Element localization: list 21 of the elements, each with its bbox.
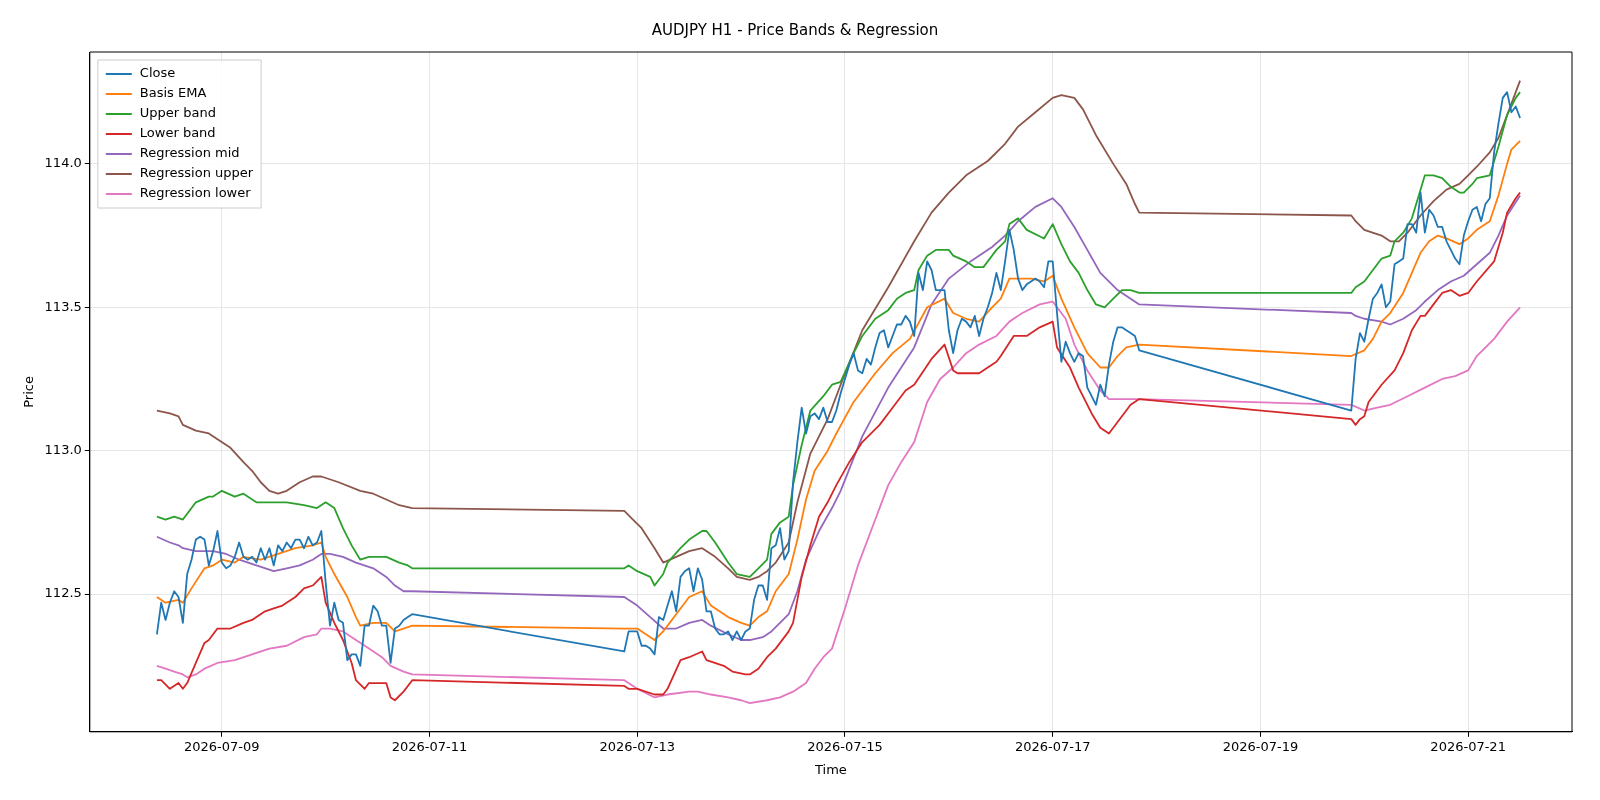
x-tick-label: 2026-07-19 bbox=[1222, 738, 1299, 754]
legend-label: Close bbox=[139, 65, 176, 81]
y-axis-title: Price bbox=[21, 376, 37, 408]
y-tick-label: 114.0 bbox=[44, 155, 82, 171]
x-tick-label: 2026-07-11 bbox=[391, 738, 468, 754]
legend-label: Lower band bbox=[139, 125, 216, 141]
legend-label: Regression upper bbox=[139, 165, 254, 181]
y-tick-label: 112.5 bbox=[44, 585, 82, 601]
legend-label: Regression lower bbox=[139, 185, 252, 201]
y-tick-label: 113.5 bbox=[44, 298, 82, 314]
x-tick-label: 2026-07-17 bbox=[1014, 738, 1091, 754]
chart-title: AUDJPY H1 - Price Bands & Regression bbox=[651, 20, 939, 39]
legend-label: Upper band bbox=[139, 105, 217, 121]
x-tick-label: 2026-07-09 bbox=[184, 738, 260, 754]
legend-label: Regression mid bbox=[139, 145, 240, 161]
x-tick-label: 2026-07-15 bbox=[807, 738, 883, 754]
y-tick-label: 113.0 bbox=[44, 442, 82, 458]
x-tick-label: 2026-07-13 bbox=[599, 738, 676, 754]
x-tick-label: 2026-07-21 bbox=[1430, 738, 1506, 754]
legend-label: Basis EMA bbox=[139, 85, 207, 101]
x-axis-title: Time bbox=[813, 761, 847, 777]
